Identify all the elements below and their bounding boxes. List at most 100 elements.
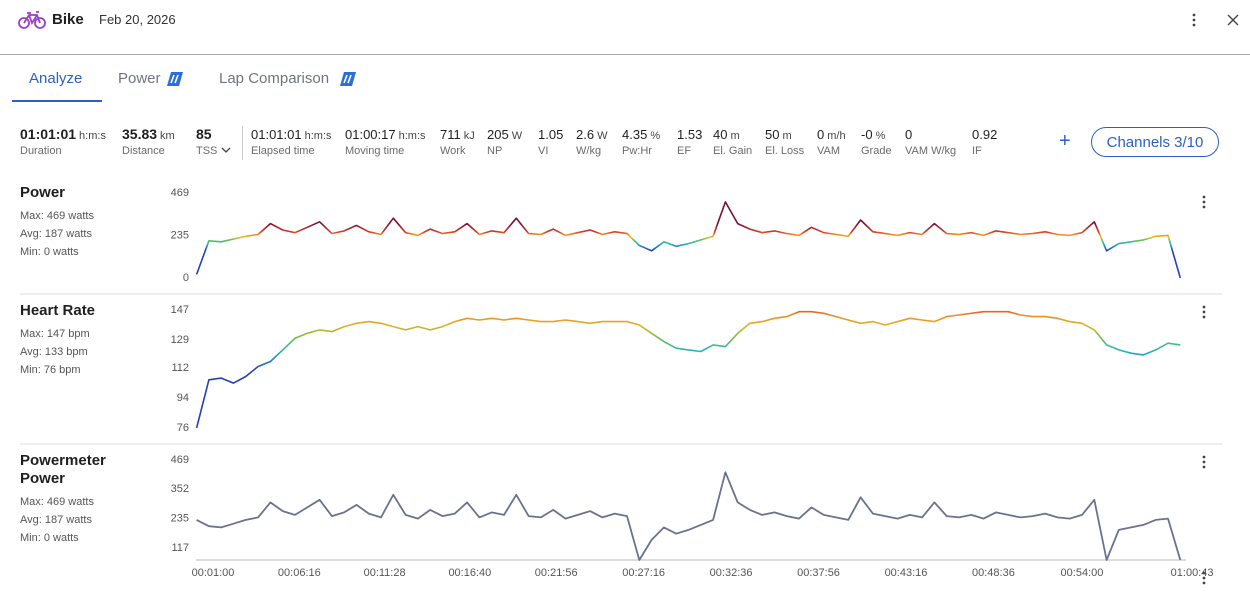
chart-stat: Min: 0 watts: [20, 532, 79, 544]
x-tick-label: 00:37:56: [797, 567, 840, 579]
stat-number: 0.92: [972, 127, 998, 142]
x-tick-label: 00:01:00: [192, 567, 235, 579]
stat-label-text: TSS: [196, 145, 218, 157]
stat-label: El. Loss: [765, 145, 804, 157]
tab-analyze[interactable]: Analyze: [29, 70, 83, 87]
y-tick-label: 235: [171, 513, 189, 525]
menu-button[interactable]: [1190, 12, 1198, 28]
chart-stat: Max: 469 watts: [20, 496, 94, 508]
stat-unit: %: [875, 130, 886, 142]
stat-unit: km: [160, 130, 175, 142]
tab-indicator: [12, 100, 102, 102]
stat-label-text: Pw:Hr: [622, 145, 652, 157]
stat-label: Pw:Hr: [622, 145, 652, 157]
stat-label-text: Grade: [861, 145, 892, 157]
stat-label: Grade: [861, 145, 892, 157]
stat-number: 35.83: [122, 126, 158, 142]
stat-label-text: VI: [538, 145, 549, 157]
stat-value: 0: [905, 127, 912, 142]
stat-number: 1.05: [538, 127, 564, 142]
axis-menu[interactable]: [1202, 571, 1206, 585]
stat-value: 2.6 W: [576, 127, 607, 142]
x-tick-label: 01:00:43: [1171, 567, 1214, 579]
bike-icon: [18, 11, 46, 29]
stat-value: 4.35%: [622, 127, 660, 142]
stat-label-text: NP: [487, 145, 503, 157]
tab-lap-comparison[interactable]: Lap Comparison: [219, 70, 330, 87]
stat-number: 0: [817, 127, 825, 142]
y-tick-label: 235: [171, 229, 189, 241]
stat-unit: m: [730, 130, 740, 142]
stat-label: VI: [538, 145, 548, 157]
data-line: [196, 471, 1182, 561]
dropdown-chevron[interactable]: [221, 146, 231, 154]
stat-label: VAM: [817, 145, 840, 157]
channels-button[interactable]: Channels 3/10: [1091, 127, 1219, 157]
data-line: [195, 310, 1181, 429]
stat-label-text: Moving time: [345, 145, 405, 157]
stat-unit: h:m:s: [304, 130, 332, 142]
stat-number: 2.6: [576, 127, 595, 142]
stat-value: 40 m: [713, 127, 740, 142]
chart-title: Power: [20, 184, 66, 201]
stat-label: NP: [487, 145, 502, 157]
x-tick-label: 00:32:36: [710, 567, 753, 579]
x-tick-label: 00:16:40: [448, 567, 491, 579]
tab-power[interactable]: Power: [118, 70, 161, 87]
header-divider: [0, 54, 1250, 55]
stat-unit: h:m:s: [398, 130, 426, 142]
stat-label: Moving time: [345, 145, 404, 157]
add-channel-button[interactable]: +: [1059, 130, 1071, 152]
y-tick-label: 352: [171, 483, 189, 495]
data-line: [195, 201, 1182, 279]
chart-menu[interactable]: [1202, 305, 1206, 319]
stat-unit: %: [650, 130, 661, 142]
stat-number: 40: [713, 127, 728, 142]
x-tick-label: 00:27:16: [622, 567, 665, 579]
stat-label: W/kg: [576, 145, 601, 157]
chart-stat: Max: 469 watts: [20, 210, 94, 222]
chart-menu[interactable]: [1202, 195, 1206, 209]
stat-label: Distance: [122, 145, 165, 157]
stat-label-text: Elapsed time: [251, 145, 315, 157]
stat-label-text: Duration: [20, 145, 62, 157]
stat-value: 0 m/h: [817, 127, 846, 142]
stat-label: IF: [972, 145, 982, 157]
y-tick-label: 117: [171, 542, 189, 554]
stat-number: 4.35: [622, 127, 648, 142]
y-tick-label: 76: [177, 422, 189, 434]
chart-menu[interactable]: [1202, 455, 1206, 469]
chart-stat: Min: 0 watts: [20, 246, 79, 258]
stat-value: 0.92: [972, 127, 997, 142]
stat-label: TSS: [196, 145, 231, 157]
y-tick-label: 469: [171, 187, 189, 199]
close-button[interactable]: [1227, 14, 1239, 26]
y-tick-label: 0: [183, 272, 189, 284]
stat-label: Work: [440, 145, 465, 157]
stat-number: 01:00:17: [345, 127, 396, 142]
y-tick-label: 112: [171, 362, 189, 374]
stat-unit: W: [511, 130, 523, 142]
stat-label-text: EF: [677, 145, 692, 157]
chart-stat: Max: 147 bpm: [20, 328, 90, 340]
activity-date: Feb 20, 2026: [99, 12, 176, 27]
stats-divider: [242, 126, 243, 160]
stat-label-text: W/kg: [576, 145, 602, 157]
stat-unit: m/h: [827, 130, 846, 142]
x-tick-label: 00:06:16: [278, 567, 321, 579]
x-tick-label: 00:21:56: [535, 567, 578, 579]
premium-icon: [167, 72, 183, 86]
y-tick-label: 469: [171, 454, 189, 466]
stat-unit: kJ: [463, 130, 475, 142]
chart-stat: Min: 76 bpm: [20, 364, 81, 376]
chart-stat: Avg: 187 watts: [20, 228, 92, 240]
x-tick-label: 00:48:36: [972, 567, 1015, 579]
stat-unit: W: [597, 130, 608, 142]
stat-number: 50: [765, 127, 780, 142]
stat-value: 50 m: [765, 127, 792, 142]
stat-unit: h:m:s: [79, 130, 106, 142]
y-tick-label: 147: [171, 304, 189, 316]
stat-value: -0%: [861, 127, 885, 142]
stat-label-text: Work: [440, 145, 466, 157]
